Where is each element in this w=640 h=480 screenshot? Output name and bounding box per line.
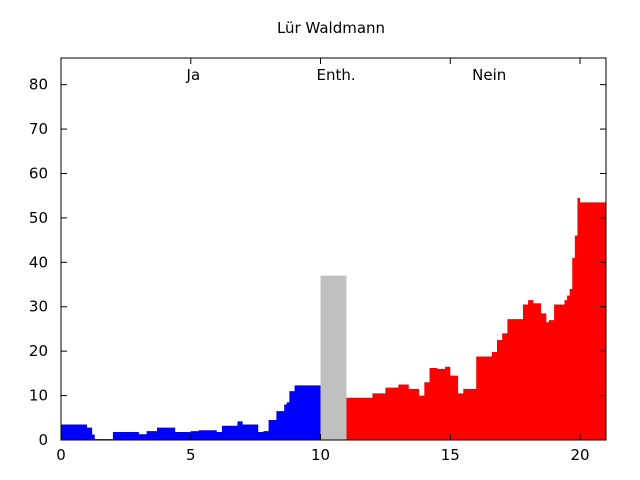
y-tick-label: 0 (38, 431, 48, 449)
series-area-1 (320, 275, 347, 440)
annotation-label: Ja (186, 66, 201, 84)
x-tick-label: 15 (441, 446, 460, 464)
y-tick-label: 70 (29, 120, 48, 138)
plot-area (61, 197, 606, 440)
x-tick-label: 5 (186, 446, 196, 464)
y-tick-label: 60 (29, 164, 48, 182)
x-tick-label: 10 (311, 446, 330, 464)
series-area-0 (61, 385, 321, 440)
plot-frame (60, 57, 607, 441)
x-tick-label: 20 (571, 446, 590, 464)
y-tick-label: 10 (29, 387, 48, 405)
y-tick-label: 30 (29, 298, 48, 316)
y-tick-label: 80 (29, 76, 48, 94)
annotations: Ja Enth. Nein (186, 66, 507, 84)
annotation-label: Nein (472, 66, 506, 84)
axis-ticks: 0 5 10 15 20 0 10 20 30 40 50 60 70 80 (29, 58, 606, 464)
y-tick-label: 50 (29, 209, 48, 227)
y-tick-label: 20 (29, 342, 48, 360)
chart-title: Lür Waldmann (277, 19, 385, 37)
series-area-2 (346, 197, 606, 440)
annotation-label: Enth. (317, 66, 356, 84)
y-tick-label: 40 (29, 253, 48, 271)
x-tick-label: 0 (56, 446, 66, 464)
